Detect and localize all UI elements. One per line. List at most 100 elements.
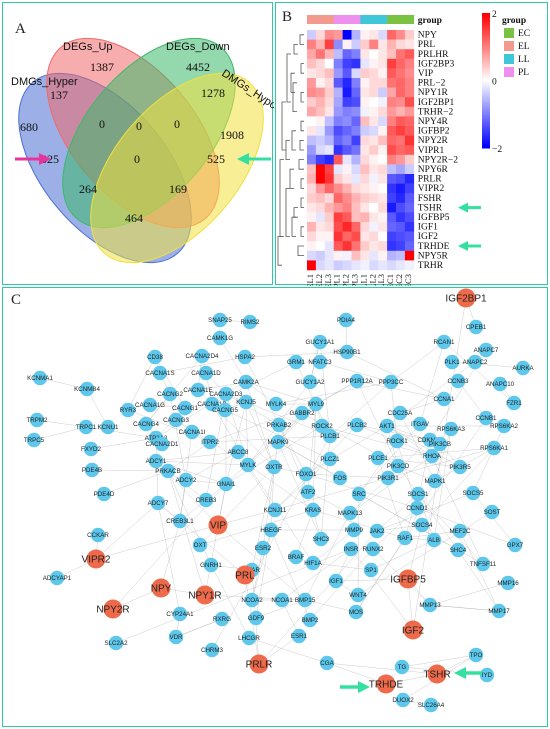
heatmap-cell bbox=[387, 241, 397, 252]
heatmap-cell bbox=[351, 68, 361, 79]
heatmap-cell bbox=[342, 39, 352, 50]
heatmap-cell bbox=[307, 68, 317, 79]
heatmap-row-label: NPY2R bbox=[418, 136, 449, 146]
heatmap-cell bbox=[387, 183, 397, 194]
heatmap-cell bbox=[387, 58, 397, 69]
heatmap-cell bbox=[378, 260, 388, 271]
heatmap-cell bbox=[404, 58, 415, 69]
heatmap-cell bbox=[333, 222, 343, 232]
heatmap-cell bbox=[324, 241, 334, 252]
heatmap-col-label: PL3 bbox=[350, 274, 360, 286]
heatmap-cell bbox=[342, 78, 352, 88]
heatmap-cell bbox=[351, 174, 361, 184]
heatmap-cell bbox=[351, 78, 361, 88]
venn-count: 0 bbox=[99, 117, 105, 131]
heatmap-cell bbox=[333, 250, 343, 261]
heatmap-row-label: VIPR1 bbox=[418, 146, 445, 156]
heatmap-cell bbox=[333, 174, 343, 184]
heatmap-cell bbox=[333, 97, 343, 108]
heatmap-cell bbox=[396, 39, 406, 50]
heatmap-cell bbox=[378, 30, 388, 40]
heatmap-cell bbox=[387, 126, 397, 136]
heatmap-cell bbox=[342, 202, 352, 213]
heatmap-cell bbox=[360, 58, 370, 69]
heatmap-cell bbox=[396, 106, 406, 117]
heatmap-cell bbox=[315, 135, 326, 146]
heatmap-cell bbox=[351, 260, 361, 271]
heatmap-cell bbox=[387, 116, 397, 127]
heatmap-row-label: NPY2R−2 bbox=[418, 155, 458, 165]
group-bar-title: group bbox=[418, 16, 442, 26]
heatmap-cell bbox=[315, 126, 326, 136]
heatmap-cell bbox=[404, 241, 415, 252]
heatmap-cell bbox=[396, 193, 406, 204]
venn-count: 4452 bbox=[186, 60, 210, 74]
heatmap-cell bbox=[307, 145, 317, 156]
heatmap-cell bbox=[307, 231, 317, 242]
heatmap-cell bbox=[387, 49, 397, 60]
heatmap-cell bbox=[369, 135, 379, 146]
heatmap-cell bbox=[315, 260, 326, 271]
heatmap-cell bbox=[307, 260, 317, 271]
venn-panel: A DMGs_Hyper DEGs_Up DEGs_Down DMGs_Hypo 680… bbox=[2, 2, 274, 285]
heatmap-cell bbox=[333, 145, 343, 156]
heatmap-col-label: PL2 bbox=[341, 274, 351, 286]
group-bar-cell bbox=[404, 15, 415, 24]
heatmap-cell bbox=[369, 97, 379, 108]
heatmap-cell bbox=[333, 135, 343, 146]
group-bar-cell bbox=[360, 15, 370, 24]
heatmap-cell bbox=[378, 78, 388, 88]
heatmap-cell bbox=[315, 241, 326, 252]
heatmap-cell bbox=[387, 202, 397, 213]
green-arrow-icon bbox=[458, 202, 481, 213]
heatmap-row-label: IGF2BP1 bbox=[418, 98, 455, 108]
heatmap-cell bbox=[369, 193, 379, 204]
heatmap-cell bbox=[342, 193, 352, 204]
heatmap-cell bbox=[369, 222, 379, 232]
heatmap-col-label: LL3 bbox=[376, 274, 386, 286]
group-bar-cell bbox=[342, 15, 352, 24]
heatmap-cell bbox=[404, 116, 415, 127]
heatmap-cell bbox=[396, 241, 406, 252]
heatmap-cell bbox=[378, 126, 388, 136]
heatmap-cell bbox=[378, 164, 388, 175]
venn-set-label: DMGs_Hyper bbox=[11, 76, 78, 88]
heatmap-row-label: TRHDE bbox=[418, 242, 450, 252]
heatmap-cell bbox=[351, 250, 361, 261]
group-bar-cell bbox=[333, 15, 343, 24]
heatmap-cell bbox=[404, 202, 415, 213]
heatmap-cell bbox=[404, 87, 415, 98]
heatmap-cell bbox=[404, 231, 415, 242]
heatmap-cell bbox=[387, 135, 397, 146]
heatmap-cell bbox=[315, 97, 326, 108]
panel-label-c: C bbox=[11, 292, 22, 308]
heatmap-cell bbox=[342, 164, 352, 175]
heatmap-cell bbox=[333, 116, 343, 127]
heatmap-cell bbox=[324, 250, 334, 261]
heatmap-row-label: PRL bbox=[418, 40, 436, 50]
heatmap-cell bbox=[378, 116, 388, 127]
green-arrow-icon bbox=[237, 153, 271, 165]
heatmap-cell bbox=[360, 154, 370, 165]
heatmap-cell bbox=[324, 174, 334, 184]
heatmap-cell bbox=[378, 174, 388, 184]
group-legend-swatch bbox=[504, 28, 514, 38]
heatmap-row-label: IGFBP5 bbox=[418, 213, 450, 223]
heatmap-cell bbox=[315, 193, 326, 204]
heatmap-cell bbox=[369, 106, 379, 117]
heatmap-cell bbox=[404, 154, 415, 165]
heatmap-cell bbox=[378, 241, 388, 252]
heatmap-cell bbox=[342, 260, 352, 271]
heatmap-cell bbox=[387, 145, 397, 156]
heatmap-cell bbox=[396, 212, 406, 223]
venn-set-label: DEGs_Down bbox=[166, 41, 230, 53]
heatmap-cell bbox=[324, 212, 334, 223]
heatmap-cell bbox=[396, 126, 406, 136]
heatmap-cell bbox=[396, 58, 406, 69]
heatmap-cell bbox=[396, 68, 406, 79]
heatmap-cell bbox=[369, 49, 379, 60]
heatmap-cell bbox=[351, 58, 361, 69]
heatmap-cell bbox=[324, 126, 334, 136]
heatmap-cell bbox=[351, 154, 361, 165]
